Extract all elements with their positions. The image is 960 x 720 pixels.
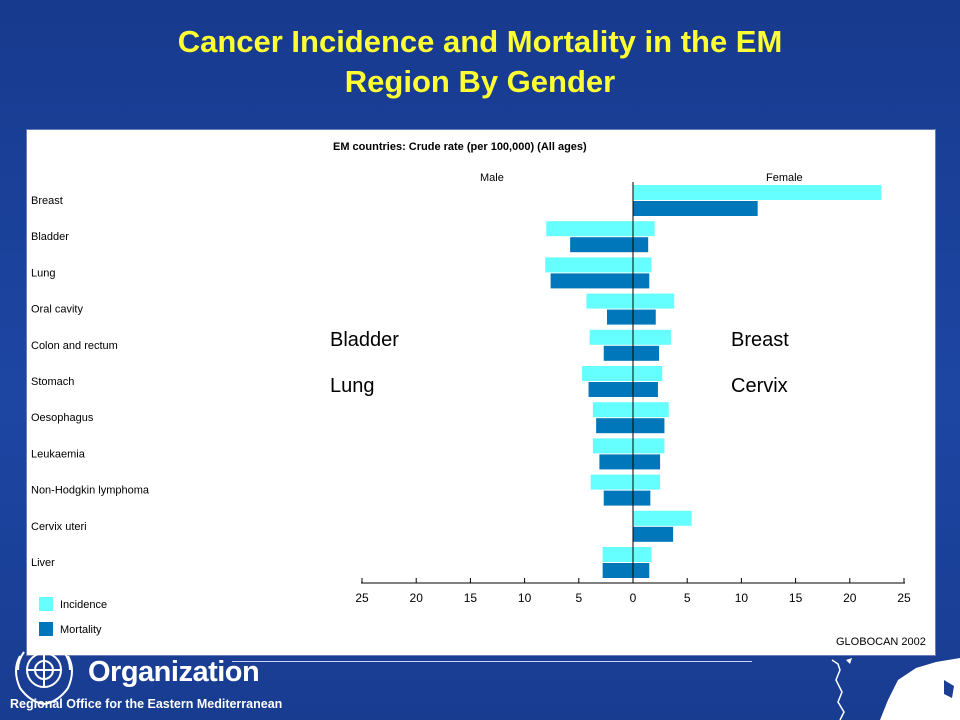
category-label: Bladder [31, 231, 69, 243]
bar-female-mortality [633, 201, 758, 216]
bar-female-incidence [633, 402, 669, 418]
bar-male-mortality [603, 490, 633, 506]
bar-female-incidence [633, 329, 671, 345]
bar-male-incidence [582, 366, 633, 381]
chart-panel: EM countries: Crude rate (per 100,000) (… [26, 129, 936, 656]
category-label: Colon and rectum [31, 340, 118, 352]
bar-male-mortality [606, 309, 633, 325]
bar-female-mortality [633, 345, 660, 361]
bar-female-mortality [633, 563, 650, 578]
chart: EM countries: Crude rate (per 100,000) (… [31, 141, 926, 648]
legend: Incidence Mortality [39, 597, 107, 636]
female-header: Female [766, 172, 803, 184]
legend-swatch-mortality [39, 622, 53, 636]
bar-male-mortality [550, 273, 633, 289]
bar-female-mortality [633, 273, 650, 289]
x-tick-label: 15 [789, 591, 803, 605]
category-label: Lung [31, 267, 55, 279]
bar-male-mortality [603, 345, 633, 361]
slide-title-line2: Region By Gender [344, 64, 616, 99]
org-name: Organization [88, 656, 260, 688]
bar-male-incidence [586, 293, 633, 309]
footer-rule [232, 661, 752, 662]
bar-female-mortality [633, 309, 656, 325]
category-label: Liver [31, 557, 55, 569]
bar-female-mortality [633, 382, 658, 397]
bar-male-incidence [546, 221, 633, 237]
legend-label-mortality: Mortality [60, 624, 102, 636]
bar-male-mortality [588, 382, 633, 397]
x-tick-label: 0 [630, 591, 637, 605]
bar-female-incidence [633, 474, 661, 490]
chart-title: EM countries: Crude rate (per 100,000) (… [333, 141, 587, 153]
bar-female-incidence [633, 438, 665, 454]
bar-female-mortality [633, 454, 661, 470]
overlay-female-cervix: Cervix [731, 375, 788, 397]
bar-male-incidence [590, 474, 633, 490]
overlay-female-breast: Breast [731, 329, 789, 351]
bar-female-mortality [633, 526, 674, 542]
x-tick-label: 10 [735, 591, 749, 605]
bar-female-incidence [633, 547, 652, 562]
legend-label-incidence: Incidence [60, 599, 107, 611]
x-tick-label: 20 [410, 591, 424, 605]
overlay-male-bladder: Bladder [330, 329, 399, 351]
bar-female-incidence [633, 366, 663, 381]
bar-female-mortality [633, 490, 651, 506]
bar-male-incidence [545, 257, 633, 273]
bar-female-incidence [633, 221, 655, 237]
map-outline-icon [831, 658, 960, 720]
category-label: Leukaemia [31, 448, 86, 460]
bar-female-mortality [633, 418, 665, 434]
bar-female-incidence [633, 257, 652, 273]
bar-female-incidence [633, 293, 675, 309]
source-label: GLOBOCAN 2002 [836, 636, 926, 648]
category-label: Oral cavity [31, 304, 83, 316]
bar-male-incidence [592, 402, 633, 418]
bar-male-incidence [592, 438, 633, 454]
category-label: Cervix uteri [31, 521, 87, 533]
category-label: Breast [31, 195, 63, 207]
bar-male-incidence [589, 329, 633, 345]
bar-female-mortality [633, 237, 649, 253]
x-tick-label: 10 [518, 591, 532, 605]
slide-title: Cancer Incidence and Mortality in the EM… [0, 22, 960, 102]
x-tick-label: 25 [355, 591, 369, 605]
x-tick-label: 20 [843, 591, 857, 605]
x-tick-label: 5 [575, 591, 582, 605]
bar-male-incidence [602, 547, 633, 562]
x-tick-label: 25 [897, 591, 911, 605]
male-header: Male [480, 172, 504, 184]
bar-female-incidence [633, 185, 882, 200]
bar-male-mortality [596, 418, 633, 434]
category-label: Oesophagus [31, 412, 94, 424]
legend-swatch-incidence [39, 597, 53, 611]
x-tick-label: 15 [464, 591, 478, 605]
bar-male-mortality [570, 237, 633, 253]
bar-male-mortality [602, 563, 633, 578]
overlay-male-lung: Lung [330, 375, 375, 397]
category-label: Stomach [31, 376, 74, 388]
bar-female-incidence [633, 510, 692, 526]
org-subtitle: Regional Office for the Eastern Mediterr… [10, 697, 283, 711]
un-emblem-icon [15, 651, 73, 705]
slide-title-line1: Cancer Incidence and Mortality in the EM [177, 24, 783, 59]
category-label: Non-Hodgkin lymphoma [31, 485, 150, 497]
bar-male-mortality [599, 454, 633, 470]
x-tick-label: 5 [684, 591, 691, 605]
